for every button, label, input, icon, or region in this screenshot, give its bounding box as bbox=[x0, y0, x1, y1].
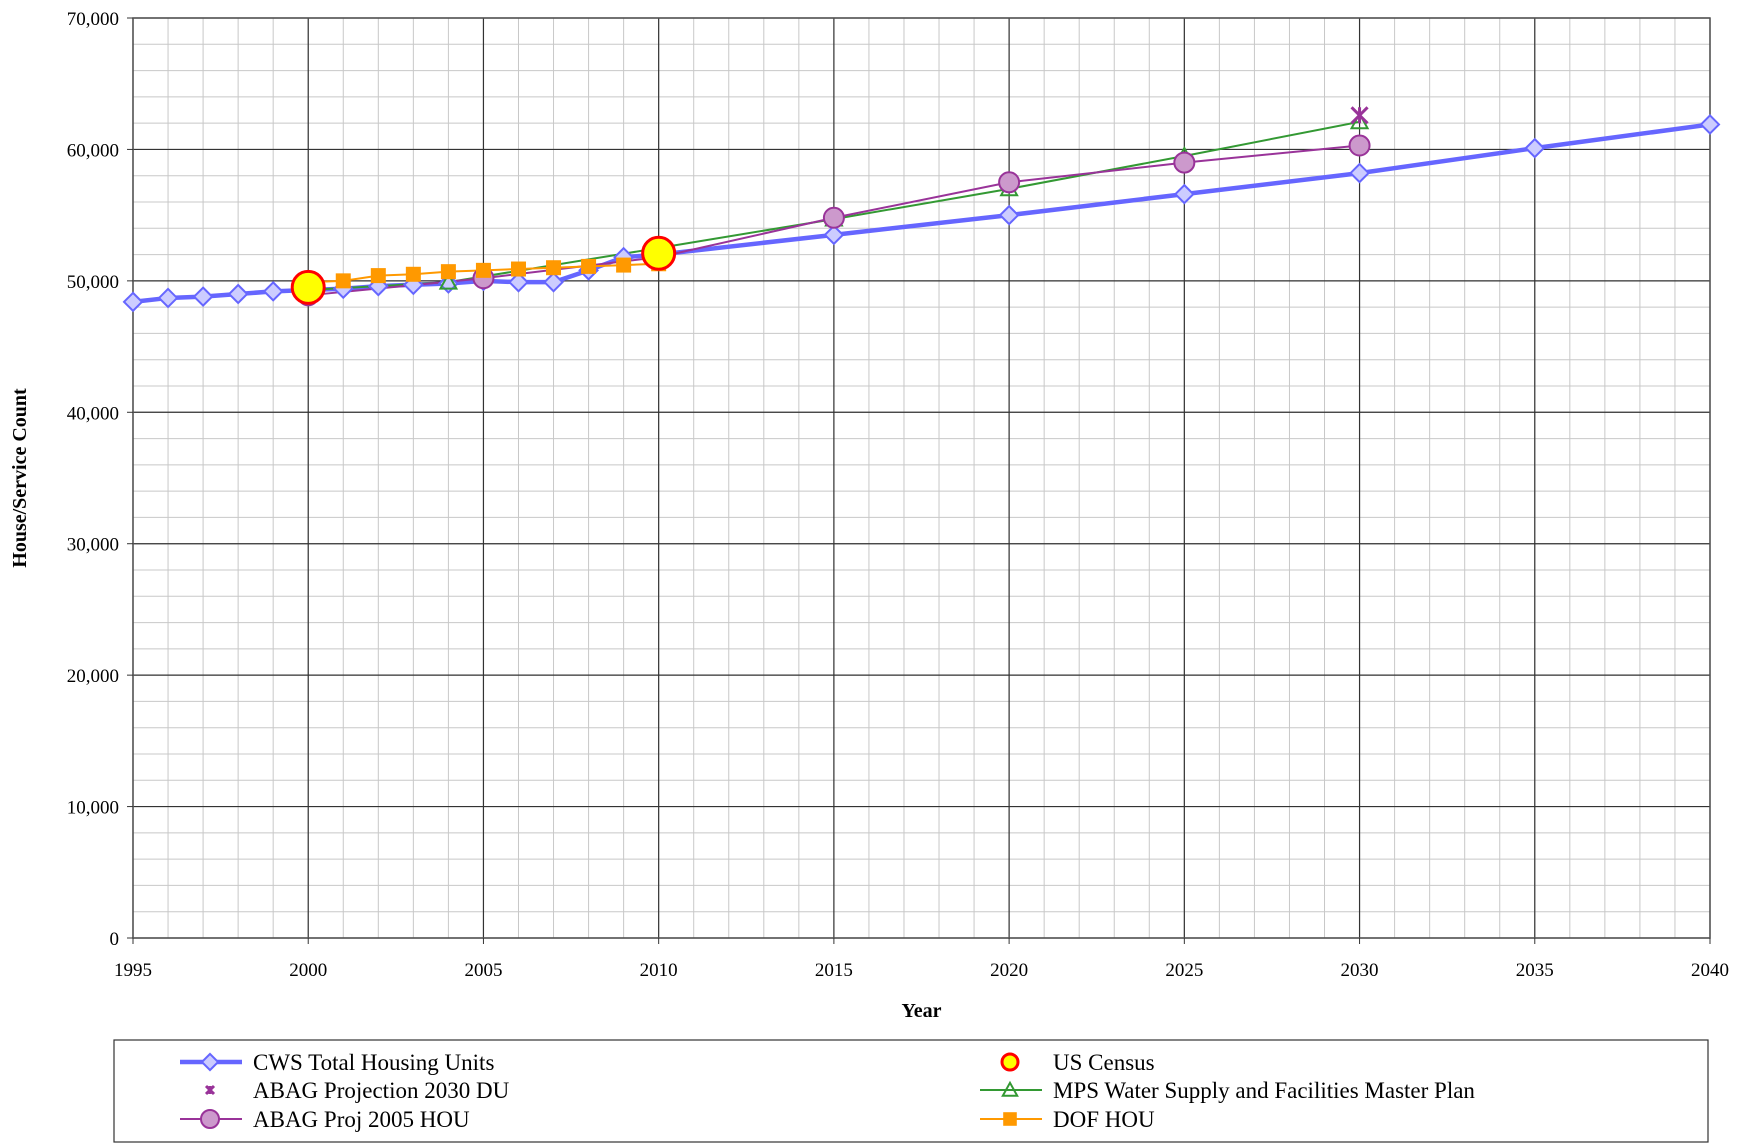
data-point bbox=[581, 258, 597, 274]
plot-border bbox=[132, 17, 1711, 939]
legend-item: US Census bbox=[1000, 1050, 1155, 1075]
legend-symbol bbox=[204, 1084, 216, 1096]
legend-label: US Census bbox=[1053, 1050, 1155, 1075]
legend-item: CWS Total Housing Units bbox=[180, 1050, 494, 1075]
x-tick-label: 1995 bbox=[114, 960, 152, 981]
data-point bbox=[543, 271, 564, 293]
x-tick-label: 2025 bbox=[1165, 960, 1203, 981]
data-point bbox=[510, 261, 526, 277]
data-point bbox=[1173, 151, 1196, 174]
legend-label: ABAG Proj 2005 HOU bbox=[253, 1107, 470, 1132]
legend-item: MPS Water Supply and Facilities Master P… bbox=[980, 1078, 1475, 1103]
x-tick-label: 2030 bbox=[1341, 960, 1379, 981]
data-point bbox=[290, 269, 326, 305]
data-point bbox=[405, 266, 421, 282]
legend-item: ABAG Proj 2005 HOU bbox=[180, 1107, 470, 1132]
data-point bbox=[998, 204, 1020, 226]
series-markers-2 bbox=[1350, 106, 1369, 125]
data-point bbox=[616, 257, 632, 273]
data-point bbox=[823, 224, 845, 246]
data-point bbox=[822, 206, 845, 229]
y-axis-ticks: 0 10,000 20,000 30,000 40,000 50,000 60,000 70,… bbox=[67, 9, 133, 950]
legend-symbol bbox=[200, 1052, 220, 1072]
legend: CWS Total Housing Units US Census ABAG Pro… bbox=[113, 1039, 1709, 1143]
data-point bbox=[1173, 183, 1195, 205]
data-point bbox=[192, 286, 214, 308]
legend-label: DOF HOU bbox=[1053, 1107, 1155, 1132]
y-tick-label: 40,000 bbox=[67, 403, 119, 424]
y-axis-title: House/Service Count bbox=[9, 388, 31, 568]
data-point bbox=[1524, 137, 1546, 159]
x-tick-label: 2005 bbox=[464, 960, 502, 981]
data-point bbox=[122, 291, 144, 313]
legend-item: ABAG Projection 2030 DU bbox=[204, 1078, 510, 1103]
plot-area bbox=[133, 18, 1710, 938]
data-point bbox=[998, 171, 1021, 194]
x-axis-title: Year bbox=[902, 1000, 942, 1022]
y-tick-label: 10,000 bbox=[67, 798, 119, 819]
y-tick-label: 50,000 bbox=[67, 272, 119, 293]
data-point bbox=[335, 273, 351, 289]
legend-symbol bbox=[200, 1109, 220, 1129]
x-tick-label: 2020 bbox=[990, 960, 1028, 981]
x-tick-label: 2010 bbox=[640, 960, 678, 981]
data-point bbox=[440, 264, 456, 280]
data-point bbox=[1699, 114, 1721, 135]
legend-item: DOF HOU bbox=[980, 1107, 1155, 1132]
legend-label: MPS Water Supply and Facilities Master P… bbox=[1053, 1078, 1475, 1103]
y-tick-label: 30,000 bbox=[67, 535, 119, 556]
x-tick-label: 2035 bbox=[1516, 960, 1554, 981]
data-point bbox=[157, 287, 179, 309]
plot-frame bbox=[132, 17, 1711, 939]
data-point bbox=[475, 262, 491, 278]
series-line-0 bbox=[132, 122, 1711, 305]
x-axis-ticks: 1995 2000 2005 2010 2015 2020 2025 2030 2035 2040 bbox=[114, 938, 1729, 981]
y-tick-label: 0 bbox=[110, 929, 120, 950]
data-point bbox=[508, 271, 529, 293]
y-tick-label: 70,000 bbox=[67, 9, 119, 30]
data-point bbox=[1349, 162, 1370, 184]
y-tick-label: 60,000 bbox=[67, 140, 119, 161]
x-tick-label: 2040 bbox=[1691, 960, 1729, 981]
legend-symbol bbox=[1000, 1052, 1020, 1072]
series-layer bbox=[122, 106, 1721, 313]
plot-background bbox=[133, 18, 1710, 938]
x-tick-label: 2015 bbox=[815, 960, 853, 981]
legend-symbol bbox=[1001, 1080, 1019, 1097]
data-point bbox=[227, 283, 249, 305]
data-point bbox=[370, 268, 386, 284]
legend-symbol bbox=[1003, 1112, 1017, 1126]
data-point bbox=[1348, 134, 1371, 157]
data-point bbox=[438, 272, 459, 290]
legend-box bbox=[113, 1039, 1709, 1143]
data-point bbox=[546, 260, 562, 276]
legend-label: ABAG Projection 2030 DU bbox=[253, 1078, 510, 1103]
data-point bbox=[1350, 106, 1369, 125]
legend-label: CWS Total Housing Units bbox=[253, 1050, 494, 1075]
data-point bbox=[262, 280, 284, 302]
y-tick-label: 20,000 bbox=[67, 666, 119, 687]
x-tick-label: 2000 bbox=[289, 960, 327, 981]
series-markers-1 bbox=[290, 235, 677, 305]
data-point bbox=[641, 235, 677, 271]
